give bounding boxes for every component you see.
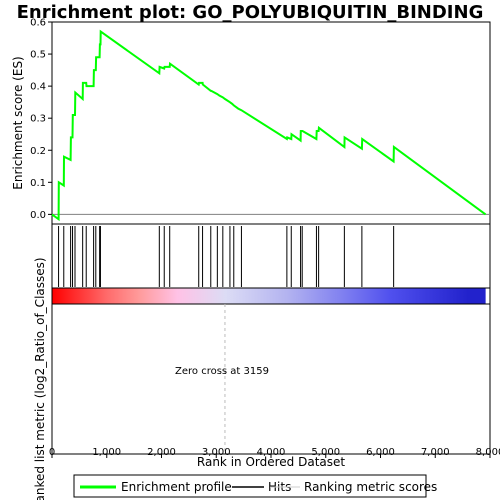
x-tick-label: 7,000 <box>421 447 450 458</box>
metric-y-axis-label: Ranked list metric (log2_Ratio_of_Classe… <box>33 257 47 500</box>
x-tick-label: 8,000 <box>476 447 500 458</box>
x-tick-label: 4,000 <box>257 447 286 458</box>
x-tick-label: 2,000 <box>147 447 176 458</box>
hits-panel <box>51 223 491 289</box>
zero-cross-annotation: Zero cross at 3159 <box>175 366 269 377</box>
legend: Enrichment profile Hits Ranking metric s… <box>73 474 437 498</box>
es-y-tick-label: 0.4 <box>30 82 46 93</box>
ranked-metric-panel <box>51 303 491 455</box>
es-y-axis: 0.0 0.1 0.2 0.3 0.4 0.5 0.6 <box>30 18 52 221</box>
x-tick-label: 3,000 <box>202 447 231 458</box>
es-y-tick-label: 0.3 <box>30 114 46 125</box>
es-y-tick-label: 0.6 <box>30 18 46 29</box>
enrichment-profile-line <box>51 29 487 222</box>
es-panel <box>51 21 491 225</box>
x-tick-label: 5,000 <box>311 447 340 458</box>
es-y-axis-label: Enrichment score (ES) <box>11 56 25 189</box>
legend-label-enrichment: Enrichment profile <box>121 480 232 494</box>
es-y-tick-label: 0.2 <box>30 146 46 157</box>
legend-label-ranking: Ranking metric scores <box>304 480 437 494</box>
x-tick-label: 1,000 <box>92 447 121 458</box>
hit-marks <box>58 226 395 287</box>
es-y-tick-label: 0.1 <box>30 178 46 189</box>
ranking-metric-color-bar <box>52 288 486 304</box>
chart-title: Enrichment plot: GO_POLYUBIQUITIN_BINDIN… <box>17 2 484 23</box>
x-axis: 0 1,000 2,000 3,000 4,000 5,000 6,000 7,000 8,00… <box>49 447 500 458</box>
es-y-tick-label: 0.5 <box>30 50 46 61</box>
x-tick-label: 0 <box>49 447 55 458</box>
es-y-tick-label: 0.0 <box>30 210 46 221</box>
x-axis-label: Rank in Ordered Dataset <box>197 455 345 469</box>
legend-frame <box>73 474 427 498</box>
x-tick-label: 6,000 <box>366 447 395 458</box>
